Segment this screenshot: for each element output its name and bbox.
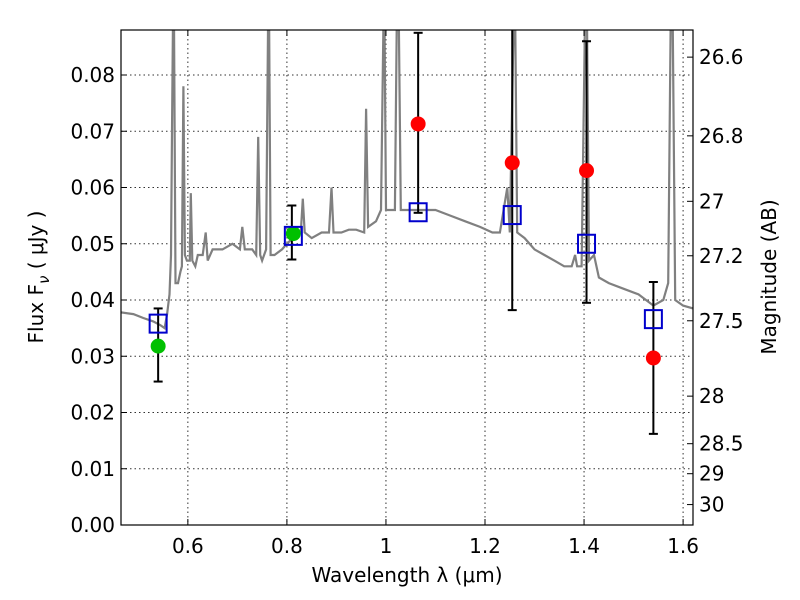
y-tick-label: 0.07 bbox=[70, 119, 115, 143]
model-spectrum-line bbox=[121, 30, 693, 330]
y2-tick-label: 30 bbox=[699, 493, 724, 517]
red-point bbox=[504, 155, 520, 171]
y-tick-label: 0.04 bbox=[70, 288, 115, 312]
y-tick-label: 0.06 bbox=[70, 176, 115, 200]
y2-axis-title: Magnitude (AB) bbox=[757, 199, 781, 354]
y2-tick-label: 27.5 bbox=[699, 309, 744, 333]
plot-frame bbox=[120, 29, 694, 526]
y-tick-label: 0.05 bbox=[70, 232, 115, 256]
model-square bbox=[283, 225, 303, 246]
model-square bbox=[577, 233, 597, 254]
red-point bbox=[579, 163, 595, 179]
y2-tick-label: 27 bbox=[699, 189, 724, 213]
x-tick-label: 1.2 bbox=[469, 534, 501, 558]
x-axis: 0.6 0.8 1 1.2 1.4 1.6 bbox=[172, 30, 699, 558]
y-axis-title-unit: ( μJy ) bbox=[24, 211, 48, 276]
model-square bbox=[643, 309, 663, 330]
y-axis: 0.00 0.01 0.02 0.03 0.04 0.05 0.06 0.07 0.08 bbox=[70, 63, 127, 537]
y-tick-label: 0.02 bbox=[70, 401, 115, 425]
y-axis-title-main: Flux F bbox=[24, 284, 48, 343]
y-axis-title: Flux Fν ( μJy ) bbox=[24, 211, 53, 344]
y2-tick-label: 26.6 bbox=[699, 45, 744, 69]
y-tick-label: 0.01 bbox=[70, 457, 115, 481]
model-square bbox=[408, 202, 428, 223]
x-tick-label: 1.6 bbox=[667, 534, 699, 558]
y2-tick-label: 29 bbox=[699, 462, 724, 486]
x-tick-label: 1.4 bbox=[568, 534, 600, 558]
y2-axis: 26.6 26.8 27 27.2 27.5 28 28.5 29 30 bbox=[687, 45, 744, 517]
x-axis-title: Wavelength λ (μm) bbox=[311, 563, 502, 587]
red-point bbox=[410, 116, 426, 132]
red-points bbox=[410, 116, 661, 366]
y2-tick-label: 28.5 bbox=[699, 432, 744, 456]
y-tick-label: 0.00 bbox=[70, 513, 115, 537]
y-tick-label: 0.03 bbox=[70, 344, 115, 368]
x-tick-label: 0.8 bbox=[271, 534, 303, 558]
x-tick-label: 1 bbox=[380, 534, 393, 558]
green-point bbox=[285, 226, 301, 242]
green-point bbox=[150, 338, 166, 354]
y2-tick-label: 27.2 bbox=[699, 244, 744, 268]
model-square bbox=[502, 205, 522, 226]
x-tick-label: 0.6 bbox=[172, 534, 204, 558]
green-points bbox=[150, 226, 301, 354]
y-tick-label: 0.08 bbox=[70, 63, 115, 87]
y-axis-title-subscript: ν bbox=[35, 276, 53, 284]
model-square bbox=[148, 313, 168, 334]
grid bbox=[121, 30, 693, 526]
model-photometry-squares bbox=[148, 202, 663, 334]
y2-tick-label: 28 bbox=[699, 384, 724, 408]
plot-area bbox=[121, 30, 693, 435]
y2-tick-label: 26.8 bbox=[699, 124, 744, 148]
red-point bbox=[645, 350, 661, 366]
